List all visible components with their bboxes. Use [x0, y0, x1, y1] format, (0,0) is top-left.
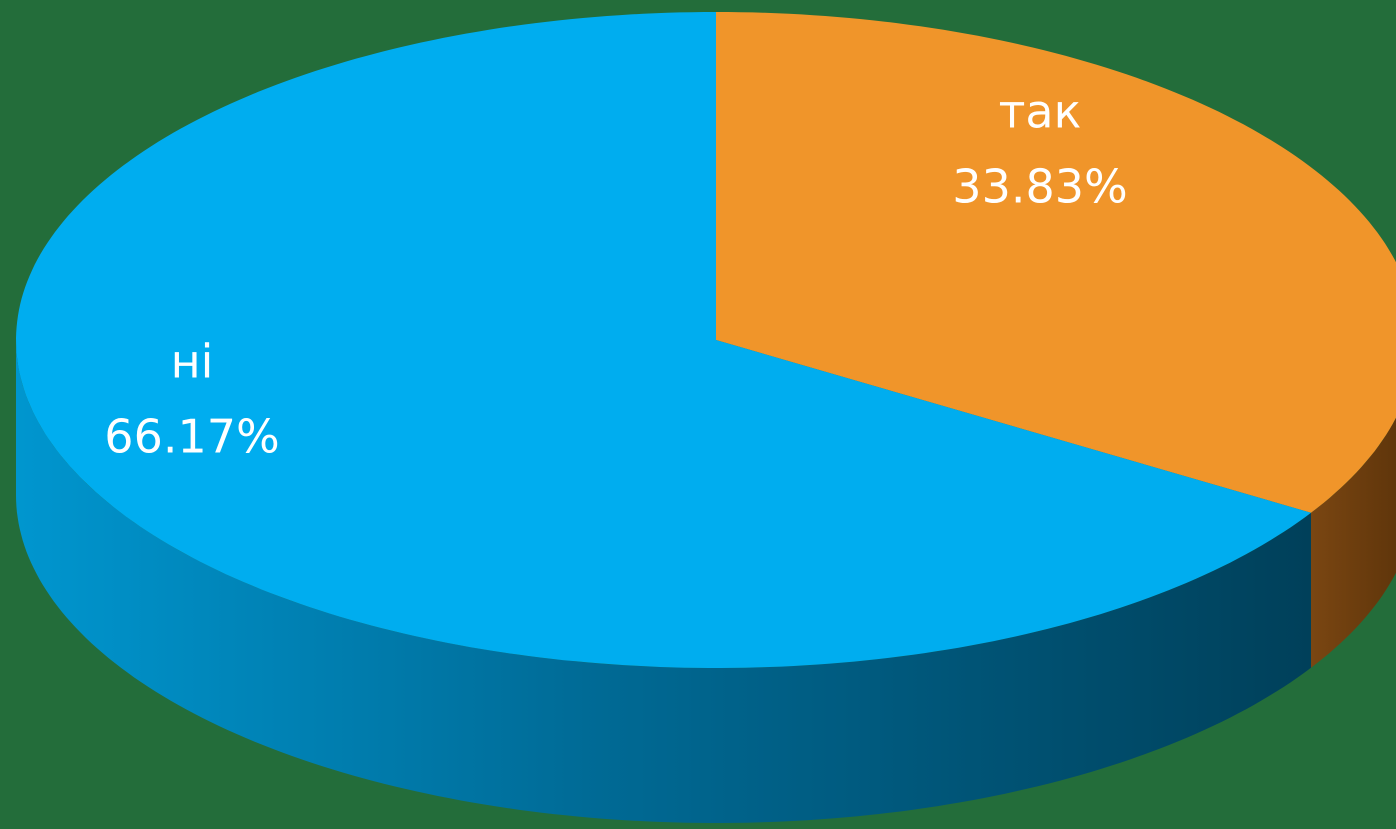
pie-slice: [16, 12, 1311, 668]
slice-side: [16, 340, 1311, 823]
slice-value-label: 33.83%: [952, 160, 1127, 214]
pie-slice: [716, 12, 1396, 513]
slice-category-label: так: [999, 85, 1082, 139]
slice-category-label: ні: [171, 335, 214, 389]
slice-value-label: 66.17%: [104, 410, 279, 464]
slice-side: [1311, 417, 1396, 668]
